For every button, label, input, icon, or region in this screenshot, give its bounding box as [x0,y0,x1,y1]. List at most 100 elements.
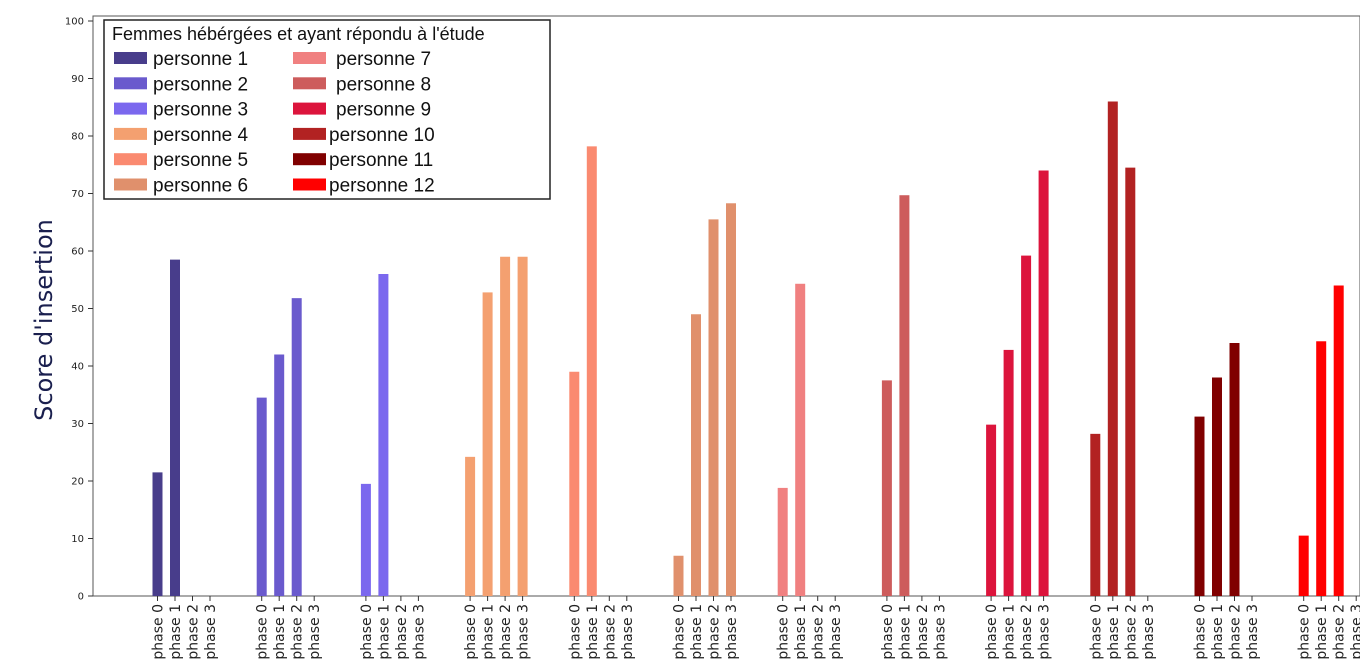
y-axis: 0 10 20 30 40 50 60 70 80 90 100 [65,17,93,603]
x-tick-label: phase 3 [1245,604,1261,660]
x-tick-label: phase 1 [793,604,809,660]
y-tick-label: 50 [71,304,84,315]
y-tick-label: 90 [71,74,84,85]
x-tick-label: phase 1 [689,604,705,660]
x-tick-label: phase 2 [394,604,410,660]
x-tick-label: phase 0 [984,604,1000,660]
bar [482,292,493,596]
bar [1003,349,1014,596]
x-tick-label: phase 0 [359,604,375,660]
x-tick-label: phase 2 [1019,604,1035,660]
bar [378,274,389,596]
legend-label: personne 9 [336,100,431,121]
x-tick-label: phase 1 [1314,604,1330,660]
x-tick-label: phase 2 [915,604,931,660]
x-tick-label: phase 1 [168,604,184,660]
bar [1212,377,1222,596]
legend-swatch [114,77,147,90]
x-tick-label: phase 1 [376,604,392,660]
x-tick-label: phase 3 [620,604,636,660]
x-tick-label: phase 0 [1088,604,1104,660]
bar [795,283,806,596]
legend-label: personne 1 [153,49,248,70]
y-tick-label: 100 [65,17,84,28]
x-tick-label: phase 0 [1193,604,1209,660]
bar [673,555,684,596]
x-tick-label: phase 2 [186,604,202,660]
y-tick-label: 70 [71,189,84,200]
x-tick-label: phase 1 [897,604,913,660]
legend-swatch [293,77,326,90]
bar [274,354,285,596]
bar [569,371,580,596]
y-tick-label: 60 [71,247,84,258]
bar [1333,285,1344,596]
y-tick-label: 10 [71,534,84,545]
x-tick-label: phase 3 [307,604,323,660]
legend-swatch [114,102,147,115]
x-tick-label: phase 3 [203,604,219,660]
x-tick-label: phase 2 [1332,604,1348,660]
x-tick-label: phase 0 [255,604,271,660]
x-tick-label: phase 1 [272,604,288,660]
y-tick-label: 40 [71,362,84,373]
bar [691,314,701,596]
bar [170,259,180,596]
bar [152,472,163,596]
legend-swatch [114,153,147,166]
bar [291,298,302,596]
x-tick-label: phase 0 [151,604,167,660]
legend-label: personne 8 [336,74,431,95]
x-tick-label: phase 1 [481,604,497,660]
legend-title: Femmes hébérgées et ayant répondu à l'ét… [112,24,485,44]
x-tick-label: phase 1 [585,604,601,660]
x-tick-label: phase 0 [672,604,688,660]
x-tick-label: phase 2 [1123,604,1139,660]
x-tick-label: phase 2 [602,604,618,660]
legend: Femmes hébérgées et ayant répondu à l'ét… [103,19,551,200]
legend-swatch [293,127,326,140]
legend-swatch [114,178,147,191]
bar [1090,433,1101,596]
x-tick-label: phase 3 [1141,604,1157,660]
x-tick-label: phase 1 [1002,604,1018,660]
x-tick-label: phase 3 [516,604,532,660]
bar [899,195,910,596]
bar [777,487,788,596]
bar [726,203,736,596]
bar [1125,167,1136,596]
bar [1021,255,1032,596]
x-tick-label: phase 3 [1037,604,1053,660]
bar [1298,535,1309,596]
x-tick-label: phase 2 [498,604,514,660]
legend-label: personne 12 [329,176,435,197]
bar [986,424,997,596]
x-tick-label: phase 0 [567,604,583,660]
legend-swatch [293,153,326,166]
bars-group [152,101,1344,596]
x-tick-label: phase 3 [1349,604,1360,660]
legend-label: personne 7 [336,49,431,70]
bar [1038,170,1049,596]
bar [1107,101,1118,596]
x-axis: phase 0 phase 1 phase 2 phase 3 phase 0 phase… [151,596,1360,660]
legend-box [103,19,551,200]
x-tick-label: phase 0 [880,604,896,660]
legend-swatch [114,127,147,140]
legend-label: personne 4 [153,125,249,146]
x-tick-label: phase 0 [1297,604,1313,660]
x-tick-label: phase 1 [1210,604,1226,660]
x-tick-label: phase 2 [811,604,827,660]
x-tick-label: phase 3 [411,604,427,660]
x-tick-label: phase 0 [463,604,479,660]
x-tick-label: phase 1 [1106,604,1122,660]
x-tick-label: phase 3 [724,604,740,660]
legend-label: personne 11 [329,150,433,171]
x-tick-label: phase 0 [776,604,792,660]
x-tick-label: phase 2 [290,604,306,660]
bar [708,219,719,596]
bar [500,256,511,596]
legend-swatch [114,52,147,64]
legend-label: personne 10 [329,125,435,146]
